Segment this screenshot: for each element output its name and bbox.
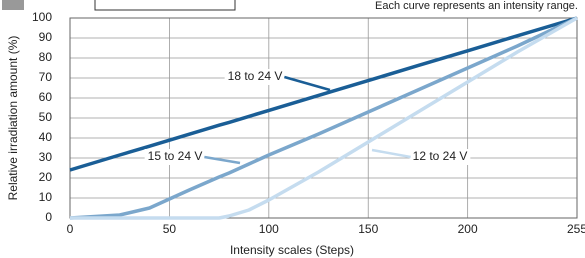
series-label: 12 to 24 V <box>413 149 468 163</box>
y-tick-label: 60 <box>39 90 53 104</box>
y-tick-label: 40 <box>39 130 53 144</box>
y-tick-label: 70 <box>39 70 53 84</box>
y-tick-label: 0 <box>45 210 52 224</box>
y-tick-label: 20 <box>39 170 53 184</box>
x-tick-label: 100 <box>259 222 279 236</box>
x-tick-label: 0 <box>67 222 74 236</box>
x-tick-label: 255 <box>567 222 585 236</box>
series-label: 15 to 24 V <box>148 149 203 163</box>
annotation: Each curve represents an intensity range… <box>375 0 578 12</box>
series-label: 18 to 24 V <box>228 69 283 83</box>
y-tick-label: 80 <box>39 50 53 64</box>
y-tick-label: 30 <box>39 150 53 164</box>
x-tick-label: 50 <box>163 222 177 236</box>
series-line <box>70 18 577 170</box>
y-tick-label: 100 <box>32 10 52 24</box>
icon <box>2 0 24 10</box>
y-tick-label: 50 <box>39 110 53 124</box>
frame-box <box>95 0 235 10</box>
x-tick-label: 200 <box>458 222 478 236</box>
leader-line <box>372 150 411 157</box>
leader-line <box>284 77 330 90</box>
y-axis-title: Relative irradiation amount (%) <box>6 36 20 201</box>
x-tick-label: 150 <box>358 222 378 236</box>
chart: Each curve represents an intensity range… <box>0 0 585 258</box>
y-tick-label: 10 <box>39 190 53 204</box>
x-axis-title: Intensity scales (Steps) <box>230 243 354 257</box>
y-tick-label: 90 <box>39 30 53 44</box>
